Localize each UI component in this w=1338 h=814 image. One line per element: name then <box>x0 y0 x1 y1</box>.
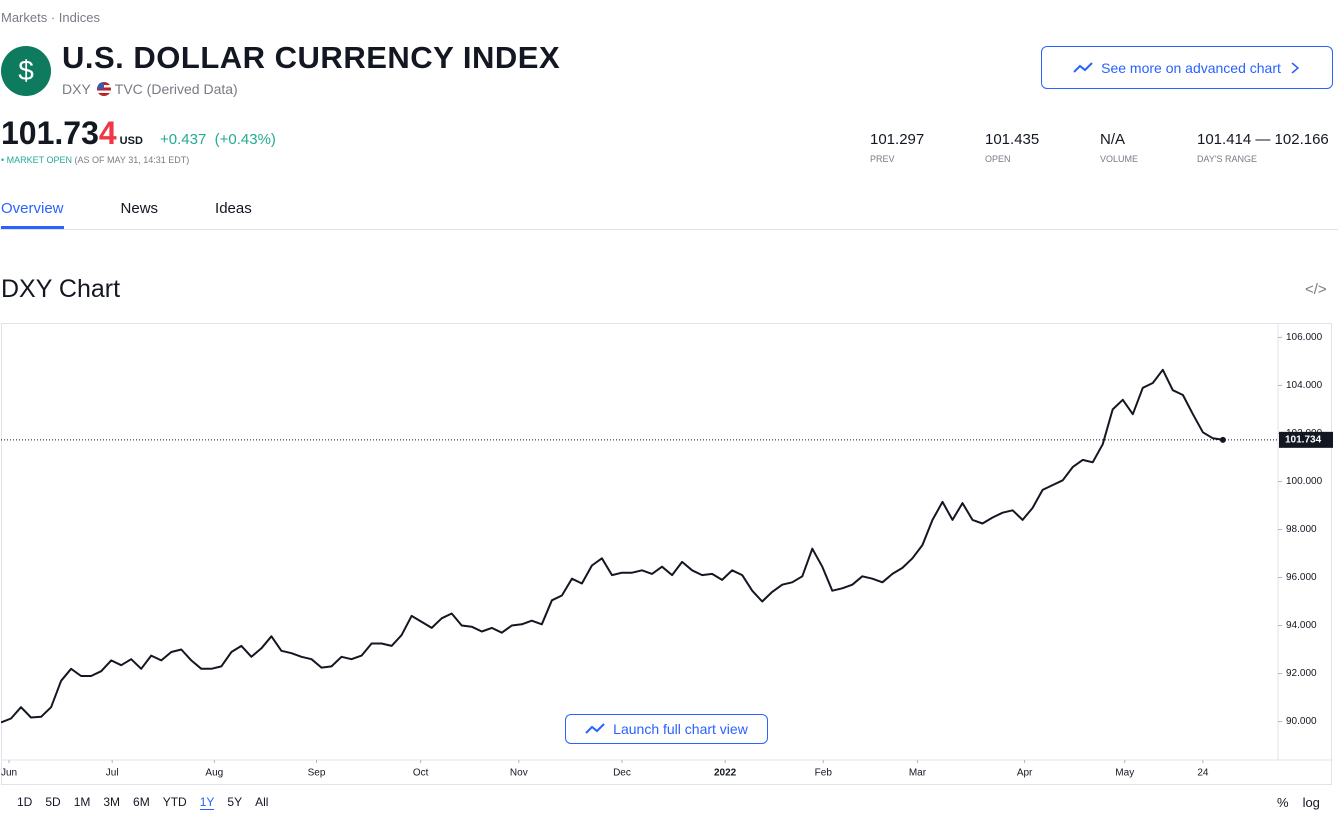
change: +0.437 (+0.43%) <box>160 131 276 148</box>
label: See more on advanced chart <box>1101 59 1281 76</box>
range-option[interactable]: 5Y <box>227 795 243 809</box>
x-tick-label: Sep <box>308 768 326 779</box>
price: 101.734 USD <box>1 115 143 152</box>
last-price-tag <box>1279 431 1333 448</box>
ticker: DXY <box>62 81 91 97</box>
x-tick-label: Jun <box>1 768 17 779</box>
range-option[interactable]: 1M <box>73 795 91 809</box>
range-option[interactable]: 1D <box>17 795 33 809</box>
x-tick-label: Oct <box>413 768 429 779</box>
y-tick-label: 92.000 <box>1286 668 1317 679</box>
y-tick-label: 100.000 <box>1286 476 1323 487</box>
y-tick-label: 94.000 <box>1286 620 1317 631</box>
tab[interactable]: News <box>120 200 159 217</box>
y-tick-label: 96.000 <box>1286 572 1317 583</box>
x-tick-label: Feb <box>815 768 833 779</box>
range-option[interactable]: YTD <box>162 795 187 809</box>
title: U.S. DOLLAR CURRENCY INDEX <box>62 40 561 75</box>
stat-label: DAY'S RANGE <box>1197 154 1258 164</box>
section-title: DXY Chart <box>1 275 121 303</box>
subtitle: DXY TVC (Derived Data) <box>62 81 238 97</box>
stat-value: 101.297 <box>870 131 925 148</box>
breadcrumb: Markets · Indices <box>1 10 100 25</box>
stat-value: 101.435 <box>985 131 1040 148</box>
change-abs: +0.437 <box>160 131 207 148</box>
embed-icon[interactable]: </> <box>1305 281 1327 298</box>
advanced-chart-button[interactable]: See more on advanced chart <box>1041 46 1333 89</box>
logo: $ <box>1 46 51 96</box>
y-tick-label: 90.000 <box>1286 716 1317 727</box>
x-tick-label: Aug <box>205 768 223 779</box>
x-tick-label: Mar <box>909 768 927 779</box>
stat: 101.414 — 102.166 DAY'S RANGE <box>1197 131 1329 164</box>
divider <box>0 229 1338 230</box>
price-main: 101.73 <box>1 115 99 151</box>
range-option[interactable]: 6M <box>133 795 150 809</box>
x-tick-label: 2022 <box>714 768 737 779</box>
stat-value: 101.414 — 102.166 <box>1197 131 1329 148</box>
scale-option[interactable]: log <box>1302 795 1320 810</box>
tab[interactable]: Ideas <box>215 200 252 217</box>
launch-button[interactable]: Launch full chart view <box>565 714 768 744</box>
status: MARKET OPEN <box>6 155 73 165</box>
stat-label: VOLUME <box>1100 154 1139 164</box>
as-of: (AS OF MAY 31, 14:31 EDT) <box>74 155 190 165</box>
stat: 101.297 PREV <box>870 131 924 164</box>
tab[interactable]: Overview <box>1 200 64 229</box>
range-option[interactable]: 1Y <box>199 795 215 810</box>
last-price-label: 101.734 <box>1285 434 1322 445</box>
icon <box>585 723 605 734</box>
scale-toolbar: % log <box>1277 795 1320 810</box>
chart-frame <box>1 323 1332 785</box>
range-option[interactable]: 5D <box>45 795 61 809</box>
range-toolbar: 1D 5D 1M 3M 6M YTD 1Y 5Y All <box>17 795 268 810</box>
price-last-digit: 4 <box>98 115 117 151</box>
range-option[interactable]: All <box>255 795 269 809</box>
market-status: • MARKET OPEN (AS OF MAY 31, 14:31 EDT) <box>1 155 190 165</box>
crumb-link[interactable]: Indices <box>58 10 100 25</box>
x-tick-label: 24 <box>1197 768 1209 779</box>
x-tick-label: May <box>1115 768 1134 779</box>
x-tick-label: Apr <box>1017 768 1033 779</box>
label: Launch full chart view <box>613 721 748 737</box>
stat-label: PREV <box>870 154 895 164</box>
chart: 90.00092.00094.00096.00098.000100.000102… <box>1 323 1333 779</box>
icon <box>1073 61 1093 73</box>
x-tick-label: Jul <box>106 768 119 779</box>
x-tick-label: Nov <box>510 768 528 779</box>
flag <box>96 82 111 96</box>
stat: 101.435 OPEN <box>985 131 1039 164</box>
change-pct: (+0.43%) <box>214 131 276 148</box>
source: TVC (Derived Data) <box>114 81 238 97</box>
chevron <box>1291 61 1300 74</box>
tabs: Overview News Ideas <box>1 200 309 229</box>
crumb-link[interactable]: Markets <box>1 10 48 25</box>
scale-option[interactable]: % <box>1277 795 1289 810</box>
stat-label: OPEN <box>985 154 1011 164</box>
y-tick-label: 104.000 <box>1286 380 1323 391</box>
stat-value: N/A <box>1100 131 1126 148</box>
currency: USD <box>119 135 143 147</box>
stat: N/A VOLUME <box>1100 131 1138 164</box>
range-option[interactable]: 3M <box>103 795 121 809</box>
x-tick-label: Dec <box>613 768 631 779</box>
price-line <box>1 368 1224 724</box>
y-tick-label: 98.000 <box>1286 524 1317 535</box>
y-tick-label: 106.000 <box>1286 332 1323 343</box>
